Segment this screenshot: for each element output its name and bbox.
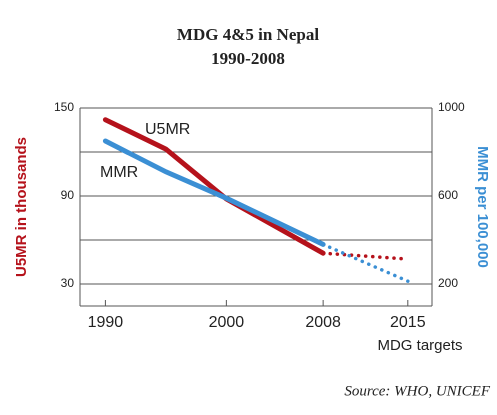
x-tick-label: 1990 <box>88 314 124 331</box>
source: Source: WHO, UNICEF <box>344 383 491 399</box>
chart-subtitle: 1990-2008 <box>211 49 285 68</box>
y-tick-label: 150 <box>54 100 74 114</box>
series-label: MMR <box>100 164 138 181</box>
x-tick-label: 2000 <box>209 314 245 331</box>
target-line <box>321 242 410 283</box>
x-tick-label: 2008 <box>305 314 341 331</box>
series-line <box>102 117 326 256</box>
y-tick-label: 90 <box>61 188 75 202</box>
y-axis-label: U5MR in thousands <box>13 137 30 277</box>
y2-tick-label: 600 <box>438 188 458 202</box>
series-line <box>102 138 326 247</box>
series-label: U5MR <box>145 121 190 138</box>
x-tick-label: 2015 <box>390 314 426 331</box>
target-line <box>321 251 410 261</box>
y2-axis-label: MMR per 100,000 <box>474 146 491 268</box>
y2-tick-label: 200 <box>438 276 458 290</box>
y-tick-label: 30 <box>61 276 75 290</box>
chart-title: MDG 4&5 in Nepal <box>177 25 319 44</box>
y2-tick-label: 1000 <box>438 100 465 114</box>
x-annotation: MDG targets <box>377 337 462 354</box>
